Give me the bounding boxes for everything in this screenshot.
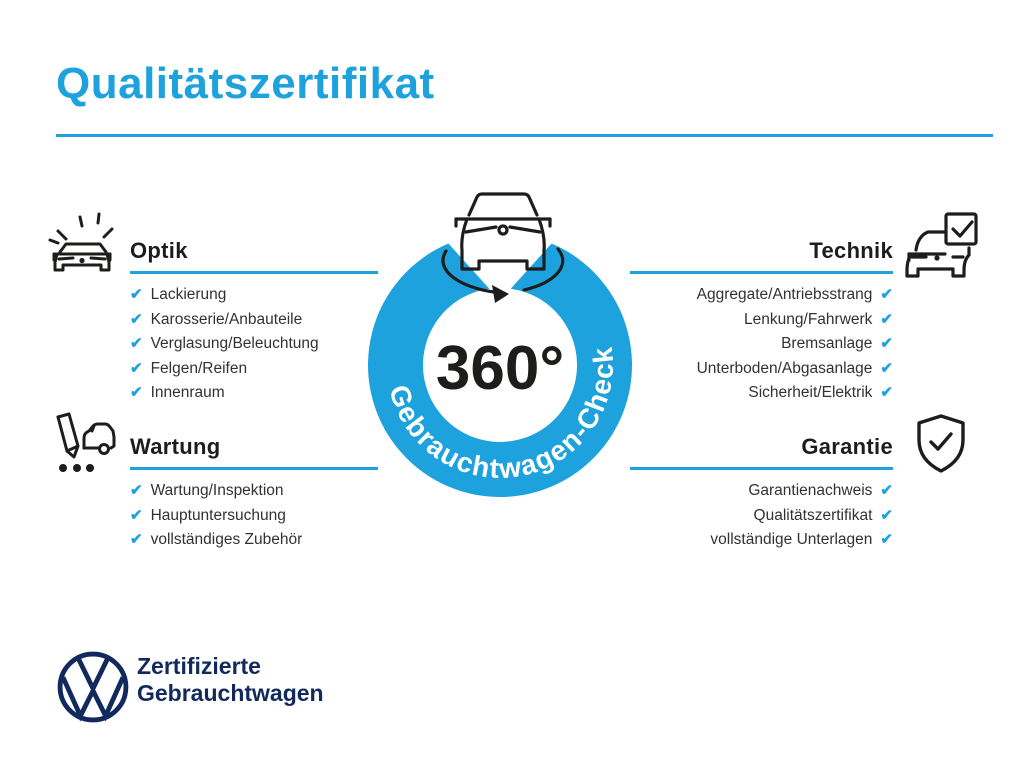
checklist: ✔ Lackierung ✔ Karosserie/Anbauteile ✔ Verg… xyxy=(130,283,378,406)
item-label: Sicherheit/Elektrik xyxy=(748,384,873,402)
item-label: Wartung/Inspektion xyxy=(150,482,284,499)
footer-claim-line2: Gebrauchtwagen xyxy=(137,680,324,706)
check-icon: ✔ xyxy=(880,384,893,402)
section-garantie: Garantie Garantienachweis ✔ Qualitätszert… xyxy=(630,435,893,553)
checklist-item: ✔ Karosserie/Anbauteile xyxy=(130,308,378,333)
checklist: Aggregate/Antriebsstrang ✔ Lenkung/Fahrwe… xyxy=(630,283,893,406)
item-label: Felgen/Reifen xyxy=(150,359,248,377)
item-label: Innenraum xyxy=(150,384,225,402)
section-underline xyxy=(130,467,378,470)
section-title: Garantie xyxy=(801,434,893,459)
section-underline xyxy=(630,271,893,274)
check-icon: ✔ xyxy=(130,531,143,549)
check-icon: ✔ xyxy=(880,359,893,377)
item-label: Bremsanlage xyxy=(781,335,873,353)
item-label: Aggregate/Antriebsstrang xyxy=(696,286,873,303)
degree-label: 360° xyxy=(436,334,564,403)
section-underline xyxy=(630,467,893,470)
checklist-item: vollständige Unterlagen ✔ xyxy=(630,528,893,553)
section-title: Optik xyxy=(130,238,188,263)
checklist-item: ✔ Lackierung xyxy=(130,283,378,308)
checklist-item: ✔ Verglasung/Beleuchtung xyxy=(130,332,378,357)
check-icon: ✔ xyxy=(130,359,143,377)
checklist-item: Garantienachweis ✔ xyxy=(630,479,893,504)
checklist-item: Unterboden/Abgasanlage ✔ xyxy=(630,357,893,382)
checklist-item: ✔ Felgen/Reifen xyxy=(130,357,378,382)
checklist-item: ✔ Wartung/Inspektion xyxy=(130,479,378,504)
check-icon: ✔ xyxy=(130,384,143,402)
check-icon: ✔ xyxy=(130,506,143,524)
page-title: Qualitätszertifikat xyxy=(56,59,435,108)
checklist-item: Lenkung/Fahrwerk ✔ xyxy=(630,308,893,333)
section-technik: Technik Aggregate/Antriebsstrang ✔ Lenkun… xyxy=(630,239,893,406)
checklist-item: ✔ Hauptuntersuchung xyxy=(130,504,378,529)
check-icon: ✔ xyxy=(880,310,893,328)
checklist-item: Aggregate/Antriebsstrang ✔ xyxy=(630,283,893,308)
section-title: Wartung xyxy=(130,434,221,459)
item-label: vollständiges Zubehör xyxy=(150,531,303,549)
section-wartung: Wartung ✔ Wartung/Inspektion ✔ Hauptunters… xyxy=(130,435,378,553)
item-label: Garantienachweis xyxy=(748,482,873,499)
section-underline xyxy=(130,271,378,274)
item-label: Qualitätszertifikat xyxy=(753,506,873,524)
check-icon: ✔ xyxy=(130,482,143,499)
section-optik: Optik ✔ Lackierung ✔ Karosserie/Anbauteile… xyxy=(130,239,378,406)
checklist-item: ✔ Innenraum xyxy=(130,381,378,406)
checklist-item: Sicherheit/Elektrik ✔ xyxy=(630,381,893,406)
item-label: Unterboden/Abgasanlage xyxy=(696,359,873,377)
item-label: Hauptuntersuchung xyxy=(150,506,286,524)
checklist: Garantienachweis ✔ Qualitätszertifikat ✔ v… xyxy=(630,479,893,553)
item-label: Karosserie/Anbauteile xyxy=(150,310,303,328)
item-label: vollständige Unterlagen xyxy=(710,531,873,549)
section-title: Technik xyxy=(809,238,893,263)
service-checklist-icon xyxy=(56,412,116,472)
sparkling-car-icon xyxy=(48,212,114,272)
item-label: Verglasung/Beleuchtung xyxy=(150,335,319,353)
shield-check-icon xyxy=(917,414,965,473)
checklist-item: Qualitätszertifikat ✔ xyxy=(630,504,893,529)
check-icon: ✔ xyxy=(130,310,143,328)
checklist-item: ✔ vollständiges Zubehör xyxy=(130,528,378,553)
check-icon: ✔ xyxy=(880,335,893,353)
check-icon: ✔ xyxy=(130,286,143,303)
ring-shape xyxy=(368,243,632,497)
car-checkbox-icon xyxy=(905,212,978,278)
check-icon: ✔ xyxy=(880,531,893,549)
rotating-car-icon xyxy=(441,192,565,303)
check-icon: ✔ xyxy=(880,286,893,303)
360-degree-badge: Gebrauchtwagen-Check 360° xyxy=(368,192,632,497)
check-icon: ✔ xyxy=(880,482,893,499)
item-label: Lenkung/Fahrwerk xyxy=(744,310,873,328)
check-icon: ✔ xyxy=(130,335,143,353)
item-label: Lackierung xyxy=(150,286,227,303)
checklist: ✔ Wartung/Inspektion ✔ Hauptuntersuchung ✔… xyxy=(130,479,378,553)
footer-claim-line1: Zertifizierte xyxy=(137,653,261,679)
checklist-item: Bremsanlage ✔ xyxy=(630,332,893,357)
check-icon: ✔ xyxy=(880,506,893,524)
vw-logo xyxy=(57,651,129,723)
header-rule xyxy=(56,134,993,137)
footer-claim: Zertifizierte Gebrauchtwagen xyxy=(137,653,324,707)
